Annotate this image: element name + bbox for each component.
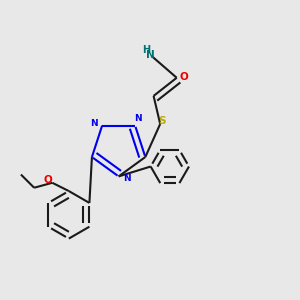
Text: N: N — [123, 174, 131, 183]
Text: O: O — [180, 72, 188, 82]
Text: N: N — [135, 114, 142, 123]
Text: S: S — [158, 116, 165, 126]
Text: N: N — [90, 119, 98, 128]
Text: H: H — [142, 45, 150, 56]
Text: N: N — [146, 50, 155, 60]
Text: O: O — [44, 175, 53, 185]
